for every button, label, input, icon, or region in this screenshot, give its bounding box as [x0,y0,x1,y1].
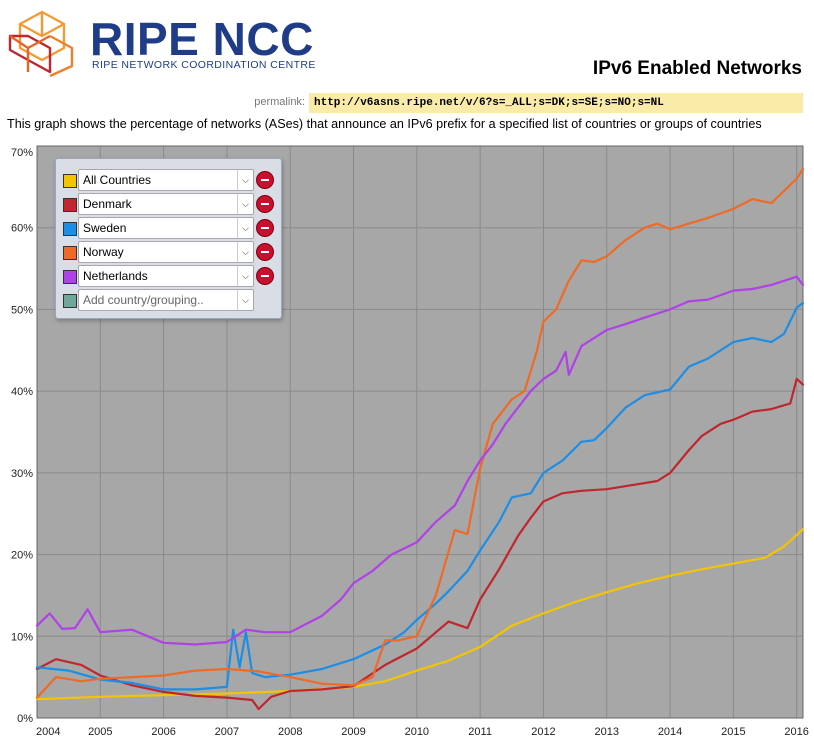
x-tick-label: 2014 [658,726,682,738]
remove-icon[interactable] [256,195,274,213]
color-swatch[interactable] [63,270,77,284]
y-tick-label: 50% [11,304,33,316]
x-tick-label: 2016 [784,726,808,738]
color-swatch[interactable] [63,294,77,308]
chevron-down-icon[interactable]: ⌵ [237,194,253,214]
series-line-denmark [35,377,805,711]
country-select[interactable]: Norway ⌵ [78,241,254,263]
remove-icon[interactable] [256,171,274,189]
x-tick-label: 2011 [468,726,492,738]
legend-row: All Countries ⌵ [56,169,281,191]
country-select[interactable]: Sweden ⌵ [78,217,254,239]
y-tick-label: 20% [11,550,33,562]
x-tick-label: 2010 [405,726,429,738]
x-tick-label: 2015 [721,726,745,738]
chevron-down-icon[interactable]: ⌵ [237,242,253,262]
legend-row-add: Add country/grouping.. ⌵ [56,289,281,311]
chevron-down-icon[interactable]: ⌵ [237,218,253,238]
series-line-all-countries [35,528,805,701]
y-tick-label: 10% [11,631,33,643]
color-swatch[interactable] [63,246,77,260]
legend-row: Netherlands ⌵ [56,265,281,287]
chevron-down-icon[interactable]: ⌵ [237,266,253,286]
legend-panel: All Countries ⌵ Denmark ⌵ Sweden ⌵ Norway ⌵ Neth… [55,158,282,319]
country-select[interactable]: Denmark ⌵ [78,193,254,215]
color-swatch[interactable] [63,198,77,212]
ripe-ncc-logo[interactable]: RIPE NCC RIPE NETWORK COORDINATION CENTR… [6,6,315,84]
y-tick-label: 30% [11,468,33,480]
ripe-cube-icon [8,10,74,78]
series-line-norway [35,167,805,699]
select-value: All Countries [83,173,152,187]
x-tick-label: 2008 [278,726,302,738]
permalink-link[interactable]: http://v6asns.ripe.net/v/6?s=_ALL;s=DK;s… [314,97,664,109]
x-tick-label: 2012 [531,726,555,738]
y-tick-label: 70% [11,147,33,159]
chevron-down-icon[interactable]: ⌵ [237,290,253,310]
y-tick-label: 0% [17,713,33,725]
x-tick-label: 2013 [595,726,619,738]
legend-row: Norway ⌵ [56,241,281,263]
series-line-netherlands [35,275,805,646]
select-value: Sweden [83,221,127,235]
x-tick-label: 2005 [88,726,112,738]
permalink-label: permalink: [254,96,305,108]
select-value: Norway [83,245,124,259]
remove-icon[interactable] [256,219,274,237]
chevron-down-icon[interactable]: ⌵ [237,170,253,190]
x-tick-label: 2006 [151,726,175,738]
country-select[interactable]: All Countries ⌵ [78,169,254,191]
logo-subtitle: RIPE NETWORK COORDINATION CENTRE [92,59,316,71]
legend-row: Denmark ⌵ [56,193,281,215]
select-value: Add country/grouping.. [83,293,204,307]
select-value: Denmark [83,197,132,211]
legend-row: Sweden ⌵ [56,217,281,239]
x-tick-label: 2009 [341,726,365,738]
x-tick-label: 2007 [215,726,239,738]
color-swatch[interactable] [63,222,77,236]
country-select[interactable]: Netherlands ⌵ [78,265,254,287]
page-title: IPv6 Enabled Networks [592,58,802,79]
add-country-select[interactable]: Add country/grouping.. ⌵ [78,289,254,311]
permalink-box: http://v6asns.ripe.net/v/6?s=_ALL;s=DK;s… [309,93,803,113]
plot-border [36,145,804,719]
remove-icon[interactable] [256,243,274,261]
remove-icon[interactable] [256,267,274,285]
graph-description: This graph shows the percentage of netwo… [7,117,762,131]
series-line-sweden [35,301,805,691]
x-tick-label: 2004 [36,726,60,738]
logo-name: RIPE NCC [90,13,314,65]
color-swatch[interactable] [63,174,77,188]
select-value: Netherlands [83,269,148,283]
y-tick-label: 40% [11,386,33,398]
y-tick-label: 60% [11,223,33,235]
permalink-row: permalink: http://v6asns.ripe.net/v/6?s=… [0,93,803,113]
